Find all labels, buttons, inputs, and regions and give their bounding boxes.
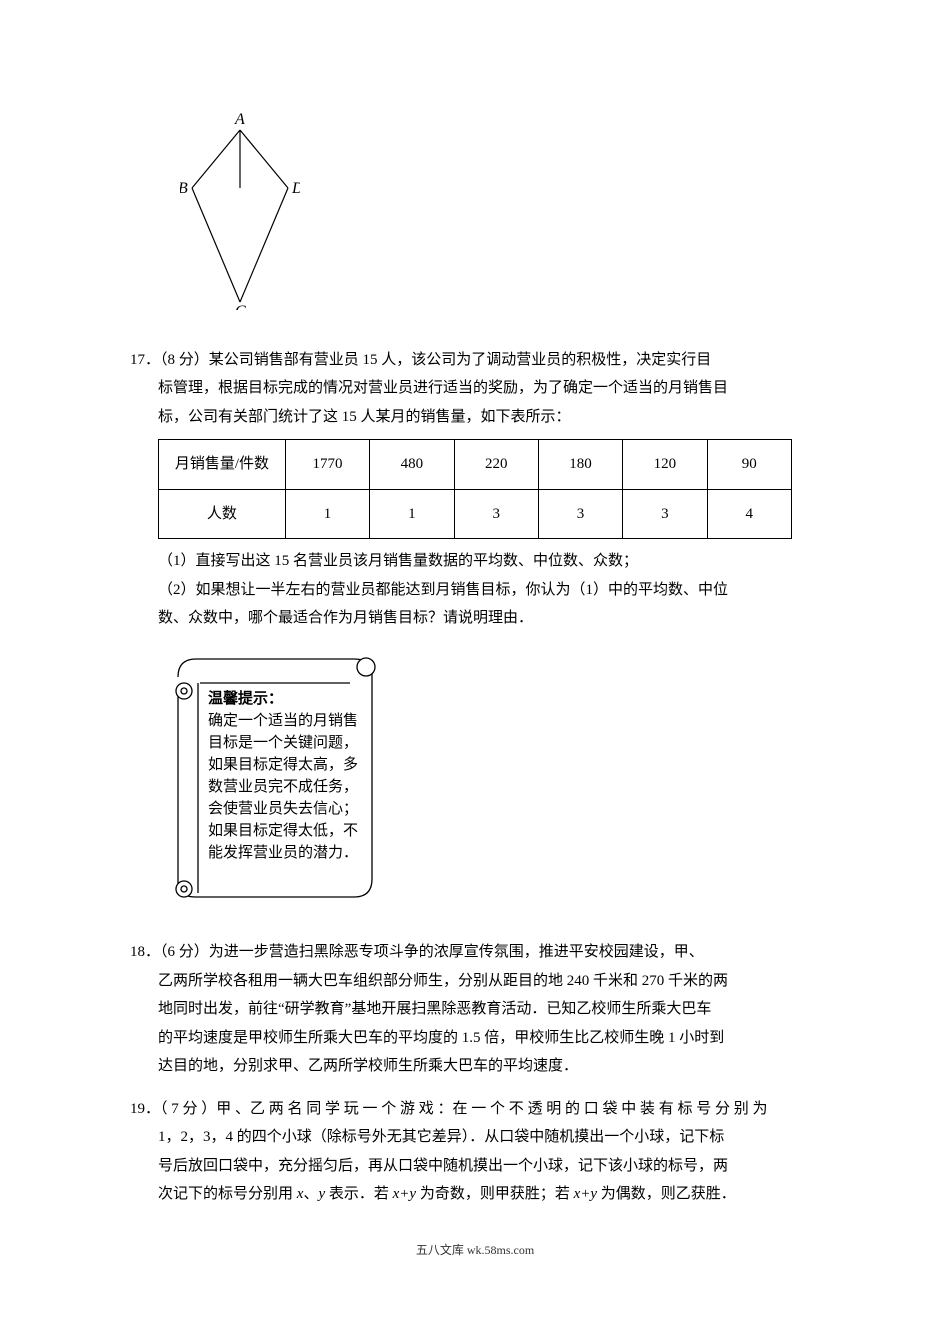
row1-label: 月销售量/件数 xyxy=(159,440,286,490)
xy2: x+y xyxy=(574,1186,597,1202)
cnt: 3 xyxy=(454,489,538,539)
svg-text:B: B xyxy=(180,180,188,197)
hint-box: 温馨提示： 确定一个适当的月销售目标是一个关键问题， 如果目标定得太高，多数营业员完… xyxy=(160,651,820,917)
svg-text:会使营业员失去信心；: 会使营业员失去信心； xyxy=(208,800,358,817)
svg-text:数营业员完不成任务，: 数营业员完不成任务， xyxy=(208,778,358,795)
mid2: 为奇数，则甲获胜；若 xyxy=(416,1186,574,1202)
q17-sub2b: 数、众数中，哪个最适合作为月销售目标？请说明理由． xyxy=(130,604,820,633)
end: 为偶数，则乙获胜． xyxy=(597,1186,736,1202)
cnt: 1 xyxy=(370,489,454,539)
xy1: x+y xyxy=(393,1186,416,1202)
kite-svg: A B D C xyxy=(180,110,300,310)
q17-sub1: （1）直接写出这 15 名营业员该月销售量数据的平均数、中位数、众数； xyxy=(130,547,820,576)
val: 480 xyxy=(370,440,454,490)
hint-svg: 温馨提示： 确定一个适当的月销售目标是一个关键问题， 如果目标定得太高，多数营业员完… xyxy=(160,651,390,906)
svg-text:C: C xyxy=(235,303,246,310)
q17-line1: 标管理，根据目标完成的情况对营业员进行适当的奖励，为了确定一个适当的月销售目 xyxy=(130,374,820,403)
svg-text:确定一个适当的月销售: 确定一个适当的月销售 xyxy=(208,712,358,729)
q19-last: 次记下的标号分别用 x、y 表示．若 x+y 为奇数，则甲获胜；若 x+y 为偶… xyxy=(130,1180,820,1209)
sales-table: 月销售量/件数 1770 480 220 180 120 90 人数 1 1 3… xyxy=(158,439,792,539)
cnt: 4 xyxy=(707,489,791,539)
q18-text: 18．（6 分）为进一步营造扫黑除恶专项斗争的浓厚宣传氛围，推进平安校园建设，甲… xyxy=(130,938,820,967)
svg-text:温馨提示：: 温馨提示： xyxy=(208,689,283,707)
question-18: 18．（6 分）为进一步营造扫黑除恶专项斗争的浓厚宣传氛围，推进平安校园建设，甲… xyxy=(130,938,820,1081)
q18-l1: 乙两所学校各租用一辆大巴车组织部分师生，分别从距目的地 240 千米和 270 … xyxy=(130,967,820,996)
cnt: 1 xyxy=(285,489,369,539)
sep: 、 xyxy=(303,1186,318,1202)
q19-text: 19．（ 7 分 ）甲 、乙 两 名 同 学 玩 一 个 游 戏 ：在 一 个 … xyxy=(130,1095,820,1124)
q17-text: 17．（8 分）某公司销售部有营业员 15 人，该公司为了调动营业员的积极性，决… xyxy=(130,346,820,375)
mid1: 表示．若 xyxy=(325,1186,393,1202)
page-footer: 五八文库 wk.58ms.com xyxy=(130,1239,820,1262)
val: 90 xyxy=(707,440,791,490)
cnt: 3 xyxy=(623,489,707,539)
row2-label: 人数 xyxy=(159,489,286,539)
q19-l1: 号后放回口袋中，充分摇匀后，再从口袋中随机摸出一个小球，记下该小球的标号，两 xyxy=(130,1152,820,1181)
q17-points: （8 分） xyxy=(160,352,209,368)
val: 180 xyxy=(538,440,622,490)
svg-text:如果目标定得太高，多: 如果目标定得太高，多 xyxy=(208,756,358,773)
svg-text:目标是一个关键问题，: 目标是一个关键问题， xyxy=(208,734,358,751)
question-19: 19．（ 7 分 ）甲 、乙 两 名 同 学 玩 一 个 游 戏 ：在 一 个 … xyxy=(130,1095,820,1209)
val: 220 xyxy=(454,440,538,490)
q18-l2: 地同时出发，前往“研学教育”基地开展扫黑除恶教育活动．已知乙校师生所乘大巴车 xyxy=(130,995,820,1024)
q18-l4: 达目的地，分别求甲、乙两所学校师生所乘大巴车的平均速度． xyxy=(130,1052,820,1081)
svg-text:如果目标定得太低，不: 如果目标定得太低，不 xyxy=(208,822,358,839)
q18-number: 18 xyxy=(130,944,145,960)
svg-text:D: D xyxy=(291,180,300,197)
table-row: 月销售量/件数 1770 480 220 180 120 90 xyxy=(159,440,792,490)
cnt: 3 xyxy=(538,489,622,539)
q19-l0: 1，2，3，4 的四个小球（除标号外无其它差异）．从口袋中随机摸出一个小球，记下… xyxy=(130,1123,820,1152)
q19-last-prefix: 次记下的标号分别用 xyxy=(158,1186,297,1202)
table-row: 人数 1 1 3 3 3 4 xyxy=(159,489,792,539)
val: 1770 xyxy=(285,440,369,490)
q17-number: 17 xyxy=(130,352,145,368)
q18-l0: 为进一步营造扫黑除恶专项斗争的浓厚宣传氛围，推进平安校园建设，甲、 xyxy=(209,944,704,960)
q19-points: （ 7 分 ） xyxy=(160,1101,216,1117)
svg-text:A: A xyxy=(234,111,245,128)
q19-first: 甲 、乙 两 名 同 学 玩 一 个 游 戏 ：在 一 个 不 透 明 的 口 … xyxy=(216,1101,767,1117)
q17-line2: 标，公司有关部门统计了这 15 人某月的销售量，如下表所示： xyxy=(130,403,820,432)
q17-sub2a: （2）如果想让一半左右的营业员都能达到月销售目标，你认为（1）中的平均数、中位 xyxy=(130,576,820,605)
kite-diagram: A B D C xyxy=(180,110,820,321)
q18-l3: 的平均速度是甲校师生所乘大巴车的平均度的 1.5 倍，甲校师生比乙校师生晚 1 … xyxy=(130,1024,820,1053)
q18-points: （6 分） xyxy=(160,944,209,960)
val: 120 xyxy=(623,440,707,490)
question-17: 17．（8 分）某公司销售部有营业员 15 人，该公司为了调动营业员的积极性，决… xyxy=(130,346,820,633)
q19-number: 19 xyxy=(130,1101,145,1117)
q17-line0: 某公司销售部有营业员 15 人，该公司为了调动营业员的积极性，决定实行目 xyxy=(209,352,712,368)
svg-text:能发挥营业员的潜力．: 能发挥营业员的潜力． xyxy=(208,844,358,861)
